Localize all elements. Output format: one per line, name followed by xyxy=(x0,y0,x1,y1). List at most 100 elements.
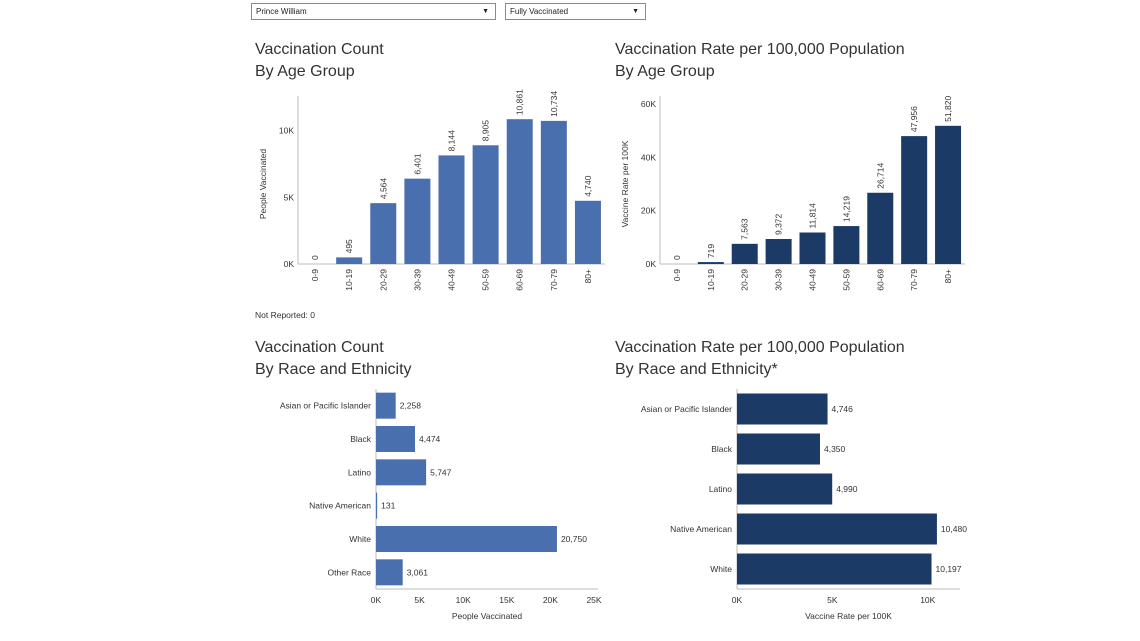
rate_race-x-tick-label: 0K xyxy=(732,595,743,605)
rate_age-bar xyxy=(697,262,724,264)
count_race-data-label: 5,747 xyxy=(430,467,452,477)
count_race-bar xyxy=(376,426,416,452)
rate_age-data-label: 0 xyxy=(672,255,682,260)
count_age-y-tick-label: 10K xyxy=(279,126,294,136)
count-race-title-line2: By Race and Ethnicity xyxy=(255,361,412,378)
rate-age-title-line1: Vaccination Rate per 100,000 Population xyxy=(615,41,905,58)
rate_race-data-label: 10,197 xyxy=(936,564,962,574)
count_age-data-label: 10,734 xyxy=(549,91,559,117)
count_age-data-label: 4,740 xyxy=(583,175,593,197)
count-age-title: Vaccination Count By Age Group xyxy=(255,39,384,83)
count_age-y-tick-label: 0K xyxy=(284,259,295,269)
count_age-x-tick-label: 20-29 xyxy=(378,269,388,291)
count_age-x-tick-label: 0-9 xyxy=(310,269,320,282)
rate_age-bar xyxy=(867,192,894,264)
count_race-data-label: 20,750 xyxy=(561,534,587,544)
count_race-data-label: 2,258 xyxy=(400,401,422,411)
rate_age-x-tick-label: 20-29 xyxy=(740,269,750,291)
rate_race-bar xyxy=(737,553,932,585)
count_age-bar xyxy=(506,119,533,264)
rate_race-bar xyxy=(737,513,937,545)
rate_age-x-tick-label: 70-79 xyxy=(909,269,919,291)
count_age-x-tick-label: 80+ xyxy=(583,269,593,283)
count_race-bar xyxy=(376,392,396,419)
count_age-y-axis-label: People Vaccinated xyxy=(258,149,268,220)
count_race-x-tick-label: 0K xyxy=(371,595,382,605)
rate-race-title-line1: Vaccination Rate per 100,000 Population xyxy=(615,339,905,356)
rate-race-title: Vaccination Rate per 100,000 Population … xyxy=(615,337,905,381)
rate_race-category-label: Black xyxy=(711,444,733,454)
dose-status-dropdown[interactable]: Fully Vaccinated ▼ xyxy=(505,3,646,20)
rate_race-data-label: 4,746 xyxy=(832,404,854,414)
count_age-data-label: 0 xyxy=(310,255,320,260)
rate_age-y-tick-label: 20K xyxy=(641,206,656,216)
count_age-bar xyxy=(336,257,363,264)
rate_age-y-axis-label: Vaccine Rate per 100K xyxy=(620,140,630,227)
not-reported-note: Not Reported: 0 xyxy=(255,310,316,320)
rate_race-category-label: Native American xyxy=(670,524,732,534)
rate_age-y-tick-label: 40K xyxy=(641,152,656,162)
rate_race-bar xyxy=(737,393,828,425)
rate_race-x-tick-label: 10K xyxy=(920,595,935,605)
chevron-down-icon: ▼ xyxy=(482,8,489,15)
count_race-x-tick-label: 10K xyxy=(456,595,471,605)
rate_age-x-tick-label: 0-9 xyxy=(672,269,682,282)
count_race-x-tick-label: 15K xyxy=(499,595,514,605)
rate_age-bar xyxy=(799,232,826,264)
rate-age-title-line2: By Age Group xyxy=(615,63,715,80)
rate_age-data-label: 51,820 xyxy=(943,96,953,122)
locality-dropdown-value: Prince William xyxy=(256,7,307,16)
rate_age-data-label: 7,563 xyxy=(740,218,750,240)
rate_race-x-axis-label: Vaccine Rate per 100K xyxy=(805,611,892,621)
rate_race-category-label: White xyxy=(710,564,732,574)
count_age-bar xyxy=(370,203,397,264)
count_race-x-tick-label: 5K xyxy=(414,595,425,605)
count_age-x-tick-label: 70-79 xyxy=(549,269,559,291)
count_age-data-label: 495 xyxy=(344,239,354,253)
count_age-bar xyxy=(472,145,499,264)
count_race-data-label: 4,474 xyxy=(419,434,441,444)
count_age-bar xyxy=(404,178,431,264)
rate_age-data-label: 14,219 xyxy=(841,196,851,222)
rate_age-data-label: 9,372 xyxy=(774,213,784,235)
rate_age-y-tick-label: 0K xyxy=(646,259,657,269)
count_age-x-tick-label: 40-49 xyxy=(447,269,457,291)
count_age-bar xyxy=(540,120,567,264)
count_race-bar xyxy=(376,459,427,486)
count_race-x-tick-label: 25K xyxy=(586,595,601,605)
rate_race-bar xyxy=(737,473,833,505)
count_race-category-label: Other Race xyxy=(328,567,372,577)
rate_age-bar xyxy=(935,125,962,265)
rate_race-category-label: Asian or Pacific Islander xyxy=(641,404,732,414)
rate-age-title: Vaccination Rate per 100,000 Population … xyxy=(615,39,905,83)
count_race-bar xyxy=(376,526,557,552)
count_race-category-label: Asian or Pacific Islander xyxy=(280,401,371,411)
locality-dropdown[interactable]: Prince William ▼ xyxy=(251,3,496,20)
count_age-data-label: 6,401 xyxy=(412,153,422,175)
count_race-category-label: Native American xyxy=(309,501,371,511)
rate_age-x-tick-label: 40-49 xyxy=(808,269,818,291)
count_race-x-tick-label: 20K xyxy=(543,595,558,605)
count_race-bar xyxy=(376,492,378,519)
rate_race-category-label: Latino xyxy=(709,484,732,494)
rate_age-data-label: 26,714 xyxy=(875,162,885,188)
rate_age-data-label: 719 xyxy=(706,244,716,258)
count_race-category-label: White xyxy=(349,534,371,544)
rate_age-x-tick-label: 60-69 xyxy=(875,269,885,291)
rate_race-data-label: 4,990 xyxy=(836,484,858,494)
count_age-bar xyxy=(438,155,465,264)
rate_age-x-tick-label: 10-19 xyxy=(706,269,716,291)
rate_age-data-label: 11,814 xyxy=(808,203,818,229)
count-race-title-line1: Vaccination Count xyxy=(255,339,384,356)
rate_age-x-tick-label: 50-59 xyxy=(841,269,851,291)
rate_race-data-label: 4,350 xyxy=(824,444,846,454)
rate_age-bar xyxy=(765,239,792,264)
count_age-y-tick-label: 5K xyxy=(284,192,295,202)
rate_race-x-tick-label: 5K xyxy=(827,595,838,605)
count_age-data-label: 4,564 xyxy=(378,178,388,200)
count_age-x-tick-label: 10-19 xyxy=(344,269,354,291)
rate_age-bar xyxy=(901,136,928,264)
count_age-x-tick-label: 60-69 xyxy=(515,269,525,291)
rate_age-bar xyxy=(731,243,758,264)
count_age-x-tick-label: 50-59 xyxy=(481,269,491,291)
